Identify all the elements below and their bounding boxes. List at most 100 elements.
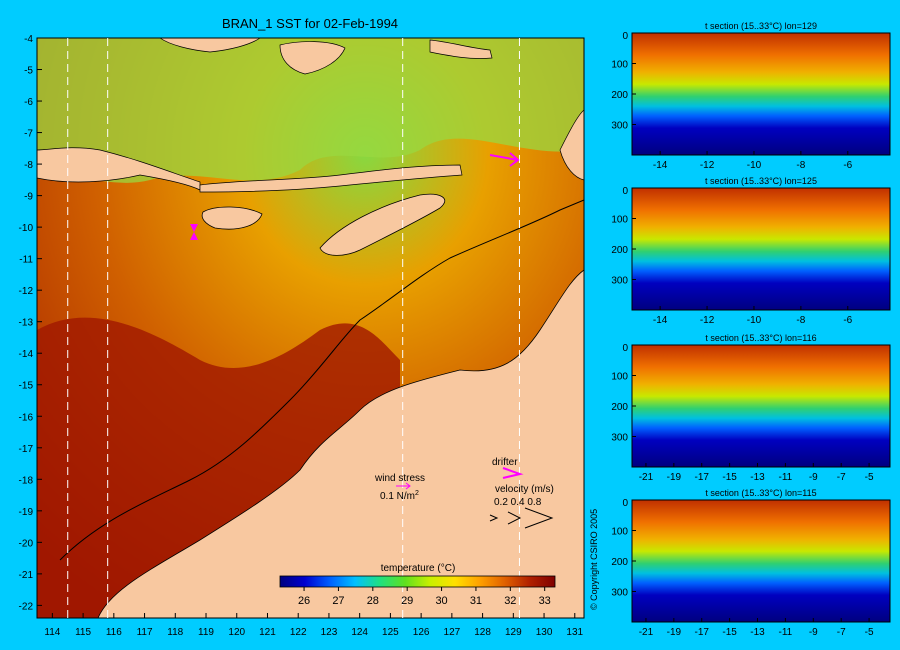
land-sumba bbox=[201, 206, 263, 230]
section-column bbox=[791, 345, 805, 467]
section-column bbox=[828, 188, 842, 310]
map-x-tick-label: 114 bbox=[44, 627, 60, 638]
section-column bbox=[730, 188, 744, 310]
section-x-tick-label: -15 bbox=[722, 627, 737, 638]
section-column bbox=[767, 345, 780, 467]
section-x-tick-label: -8 bbox=[796, 315, 805, 326]
section-y-tick-label: 100 bbox=[611, 372, 628, 383]
t-section-panel: t section (15..33°C) lon=125 -14 -12 -10 -8 -… bbox=[611, 176, 891, 326]
section-column bbox=[816, 33, 830, 155]
map-x-ticks: 114 115 116 117 118 119 120 121 122 123 124 125 126 1… bbox=[44, 613, 584, 638]
land-timor bbox=[319, 193, 446, 256]
section-x-tick-label: -17 bbox=[695, 472, 710, 483]
map-x-tick-label: 118 bbox=[167, 627, 183, 638]
section-column bbox=[718, 500, 731, 622]
section-column bbox=[853, 33, 866, 155]
section-column bbox=[779, 188, 793, 310]
t-sections: t section (15..33°C) lon=129 -14 -12 -10 -8 -… bbox=[611, 21, 891, 638]
section-column bbox=[767, 500, 780, 622]
map-x-tick-label: 120 bbox=[228, 627, 245, 638]
section-y-tick-label: 200 bbox=[611, 402, 628, 413]
section-column bbox=[718, 33, 731, 155]
section-column bbox=[791, 188, 805, 310]
section-y-tick-label: 300 bbox=[611, 433, 628, 444]
section-column bbox=[804, 345, 817, 467]
section-column bbox=[804, 188, 817, 310]
section-column bbox=[840, 500, 854, 622]
map-x-tick-label: 124 bbox=[351, 627, 368, 638]
section-column bbox=[705, 345, 719, 467]
section-column bbox=[644, 33, 658, 155]
velocity-values: 0.2 0.4 0.8 bbox=[494, 497, 542, 508]
section-column bbox=[853, 188, 866, 310]
wind-stress-value: 0.1 N/m2 bbox=[380, 490, 419, 502]
section-column bbox=[718, 188, 731, 310]
colorbar bbox=[279, 575, 556, 588]
map-y-ticks: -4 -5 -6 -7 -8 -9 -10 -11 -12 -13 -14 -15 -16 -17 -18 -… bbox=[19, 34, 42, 612]
map-green-north bbox=[37, 38, 584, 183]
section-x-tick-label: -21 bbox=[639, 472, 654, 483]
section-x-tick-label: -12 bbox=[700, 315, 715, 326]
section-column bbox=[681, 345, 694, 467]
section-title: t section (15..33°C) lon=129 bbox=[705, 21, 817, 31]
section-column bbox=[754, 188, 768, 310]
section-column bbox=[668, 345, 682, 467]
section-column bbox=[730, 500, 744, 622]
section-x-tick-label: -19 bbox=[667, 472, 682, 483]
section-column bbox=[656, 500, 670, 622]
map-y-tick-label: -14 bbox=[19, 349, 34, 360]
section-x-tick-label: -17 bbox=[695, 627, 710, 638]
section-column bbox=[828, 33, 842, 155]
section-x-tick-label: -6 bbox=[843, 160, 852, 171]
map-x-tick-label: 119 bbox=[198, 627, 214, 638]
section-y-tick-label: 100 bbox=[611, 527, 628, 538]
map-y-tick-label: -12 bbox=[19, 286, 34, 297]
map-x-tick-label: 121 bbox=[259, 627, 276, 638]
land-sulawesi bbox=[279, 41, 346, 75]
section-y-tick-label: 0 bbox=[622, 31, 628, 42]
section-column bbox=[877, 33, 891, 155]
colorbar-tick-label: 32 bbox=[504, 595, 516, 607]
section-column bbox=[742, 33, 756, 155]
section-column bbox=[865, 345, 879, 467]
map-title: BRAN_1 SST for 02-Feb-1994 bbox=[222, 16, 398, 31]
land-north-islands bbox=[429, 39, 493, 59]
map-x-tick-label: 116 bbox=[106, 627, 122, 638]
map-y-tick-label: -17 bbox=[19, 444, 34, 455]
section-x-tick-label: -5 bbox=[865, 627, 874, 638]
colorbar-tick-label: 33 bbox=[539, 595, 551, 607]
section-title: t section (15..33°C) lon=116 bbox=[705, 333, 816, 343]
map-y-tick-label: -9 bbox=[24, 192, 33, 203]
colorbar-tick-label: 28 bbox=[367, 595, 379, 607]
section-x-tick-label: -11 bbox=[779, 627, 793, 638]
section-column bbox=[754, 500, 768, 622]
section-column bbox=[718, 345, 731, 467]
section-x-tick-label: -13 bbox=[750, 627, 765, 638]
velocity-label: velocity (m/s) bbox=[495, 484, 554, 495]
map-y-tick-label: -4 bbox=[24, 34, 33, 45]
map-x-tick-label: 125 bbox=[382, 627, 399, 638]
section-y-tick-label: 200 bbox=[611, 245, 628, 256]
section-column bbox=[840, 188, 854, 310]
section-column bbox=[816, 500, 830, 622]
section-y-tick-label: 100 bbox=[611, 60, 628, 71]
section-x-tick-label: -8 bbox=[796, 160, 805, 171]
colorbar-tick-label: 27 bbox=[332, 595, 344, 607]
drifter-marker bbox=[190, 224, 198, 240]
section-column bbox=[644, 188, 658, 310]
shelf-contour bbox=[59, 199, 585, 561]
section-x-tick-label: -6 bbox=[843, 315, 852, 326]
section-column bbox=[877, 188, 891, 310]
section-column bbox=[804, 33, 817, 155]
map-y-tick-label: -13 bbox=[19, 318, 34, 329]
section-column bbox=[705, 188, 719, 310]
t-section-panel: t section (15..33°C) lon=129 -14 -12 -10 -8 -… bbox=[611, 21, 891, 171]
section-column bbox=[656, 345, 670, 467]
section-column bbox=[681, 33, 694, 155]
map-y-tick-label: -11 bbox=[19, 255, 33, 266]
section-column bbox=[693, 33, 707, 155]
map-y-tick-label: -21 bbox=[19, 570, 34, 581]
wind-stress-label: wind stress bbox=[374, 473, 425, 484]
map-x-tick-label: 117 bbox=[137, 627, 153, 638]
map-x-tick-label: 115 bbox=[75, 627, 91, 638]
